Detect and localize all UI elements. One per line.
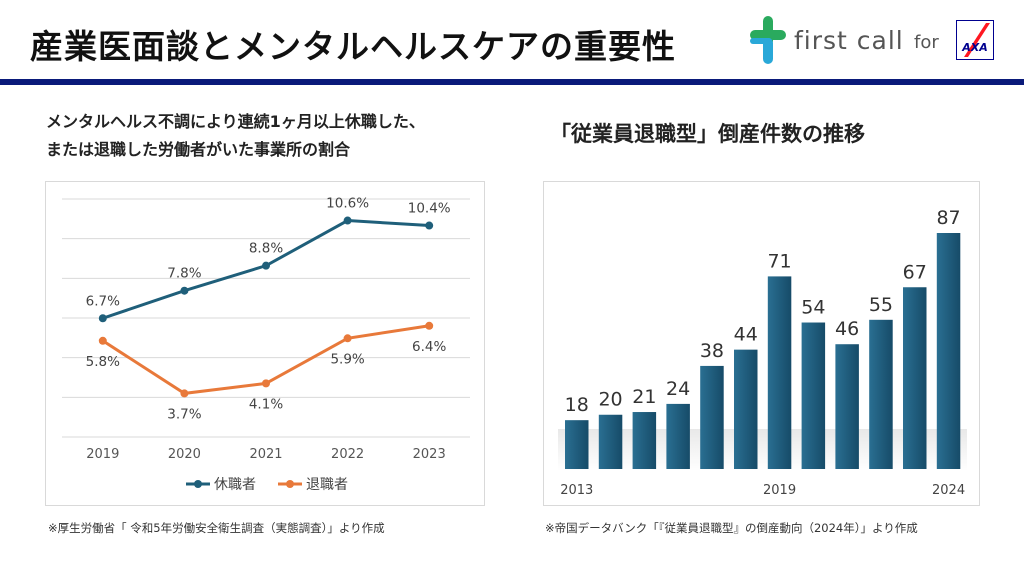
page-title: 産業医面談とメンタルヘルスケアの重要性 xyxy=(30,27,676,66)
bar-value-label: 55 xyxy=(869,294,893,316)
bar xyxy=(936,233,961,469)
bar-value-label: 44 xyxy=(734,324,758,346)
data-label: 6.4% xyxy=(412,339,446,355)
data-label: 10.4% xyxy=(408,201,451,217)
bar-value-label: 21 xyxy=(632,386,656,408)
bar-value-label: 71 xyxy=(767,250,791,272)
data-point xyxy=(425,321,434,330)
bar xyxy=(835,344,859,469)
bar-value-label: 46 xyxy=(835,318,859,340)
bar xyxy=(801,322,826,469)
left-chart-heading: メンタルヘルス不調により連続1ヶ月以上休職した、 または退職した労働者がいた事業… xyxy=(46,108,516,164)
right-source-note: ※帝国データバンク「『従業員退職型』の倒産動向（2024年）」より作成 xyxy=(545,521,918,535)
first-call-logo: first call for AXA xyxy=(750,14,1000,70)
x-tick-label: 2019 xyxy=(763,483,796,498)
right-chart-heading: 「従業員退職型」倒産件数の推移 xyxy=(550,122,865,146)
x-tick-label: 2021 xyxy=(249,447,282,462)
left-source-note: ※厚生労働省「 令和5年労働安全衛生調査（実態調査）」より作成 xyxy=(48,521,385,535)
bar-value-label: 87 xyxy=(936,207,960,229)
line-chart: 2019 2020 2021 2022 2023 6.7% 7.8% 8.8% 10.6% 10.… xyxy=(62,196,470,493)
left-heading-line2: または退職した労働者がいた事業所の割合 xyxy=(46,140,351,159)
svg-text:AXA: AXA xyxy=(961,41,988,54)
bar xyxy=(666,403,690,469)
bar xyxy=(767,276,792,469)
x-tick-label: 2023 xyxy=(413,447,446,462)
bar-value-label: 54 xyxy=(801,297,825,319)
bar xyxy=(734,349,758,469)
bar-chart: 18 20 21 24 38 44 71 54 46 55 67 87 2013 2019 2024 xyxy=(558,207,967,498)
data-label: 7.8% xyxy=(167,266,201,282)
bar-floor xyxy=(558,429,967,471)
bar-value-label: 20 xyxy=(598,389,622,411)
data-label: 6.7% xyxy=(86,293,120,309)
data-point xyxy=(180,389,189,398)
data-label: 5.8% xyxy=(86,354,120,370)
header-divider xyxy=(0,79,1024,85)
line-chart-panel: 2019 2020 2021 2022 2023 6.7% 7.8% 8.8% 10.6% 10.… xyxy=(45,181,485,506)
bar xyxy=(903,287,927,469)
left-heading-line1: メンタルヘルス不調により連続1ヶ月以上休職した、 xyxy=(46,112,425,131)
bar xyxy=(700,365,724,469)
plus-logo-icon xyxy=(750,16,786,64)
x-tick-label: 2019 xyxy=(86,447,119,462)
bar-value-label: 24 xyxy=(666,378,690,400)
data-label: 10.6% xyxy=(326,196,369,212)
data-point xyxy=(180,286,189,295)
data-point xyxy=(98,314,107,323)
bar-value-label: 38 xyxy=(700,340,724,362)
x-tick-label: 2022 xyxy=(331,447,364,462)
data-point xyxy=(343,216,352,225)
legend-marker xyxy=(286,480,294,488)
logo-text: first call xyxy=(794,26,904,55)
x-tick-label: 2013 xyxy=(560,483,593,498)
bar-chart-panel: 18 20 21 24 38 44 71 54 46 55 67 87 2013 2019 2024 xyxy=(543,181,980,506)
data-label: 4.1% xyxy=(249,396,283,412)
data-label: 3.7% xyxy=(167,406,201,422)
bar xyxy=(565,420,589,469)
data-point xyxy=(262,261,270,270)
data-label: 8.8% xyxy=(249,241,283,257)
bar-value-label: 67 xyxy=(903,261,927,283)
data-point xyxy=(98,336,107,345)
data-point xyxy=(343,334,352,343)
bar-value-label: 18 xyxy=(565,394,589,416)
data-point xyxy=(262,379,270,388)
bar xyxy=(598,414,623,469)
bar xyxy=(869,319,893,469)
legend-marker xyxy=(194,480,202,488)
bar xyxy=(632,412,657,469)
logo-for-text: for xyxy=(914,32,939,53)
axa-logo-icon: AXA xyxy=(956,20,994,60)
x-tick-label: 2024 xyxy=(932,483,965,498)
data-point xyxy=(425,221,434,230)
x-tick-label: 2020 xyxy=(168,447,201,462)
data-label: 5.9% xyxy=(330,351,364,367)
legend-label: 退職者 xyxy=(306,477,348,493)
legend-label: 休職者 xyxy=(214,477,256,493)
